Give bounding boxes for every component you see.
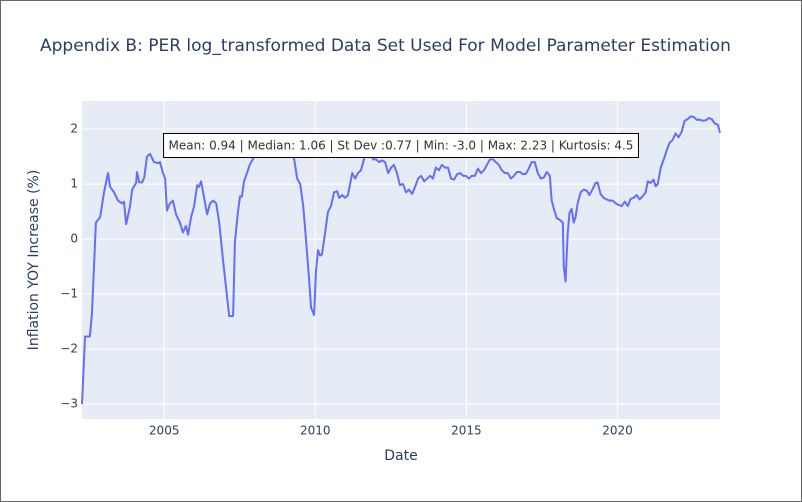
y-tick-label: 0 (70, 232, 78, 246)
x-tick-label: 2015 (451, 424, 482, 438)
y-tick-label: −3 (60, 397, 78, 411)
y-tick-label: 1 (70, 177, 78, 191)
y-tick-label: −1 (60, 287, 78, 301)
data-line (81, 115, 721, 405)
y-tick-label: 2 (70, 122, 78, 136)
y-tick-label: −2 (60, 342, 78, 356)
x-tick-label: 2020 (602, 424, 633, 438)
annotation-box (163, 133, 639, 158)
x-tick-label: 2010 (300, 424, 331, 438)
x-tick-label: 2005 (149, 424, 180, 438)
y-axis-label: Inflation YOY Increase (%) (26, 170, 42, 351)
annotation: Mean: 0.94 | Median: 1.06 | St Dev :0.77… (169, 139, 634, 153)
x-axis-label: Date (384, 448, 417, 464)
chart-title: Appendix B: PER log_transformed Data Set… (40, 36, 731, 56)
